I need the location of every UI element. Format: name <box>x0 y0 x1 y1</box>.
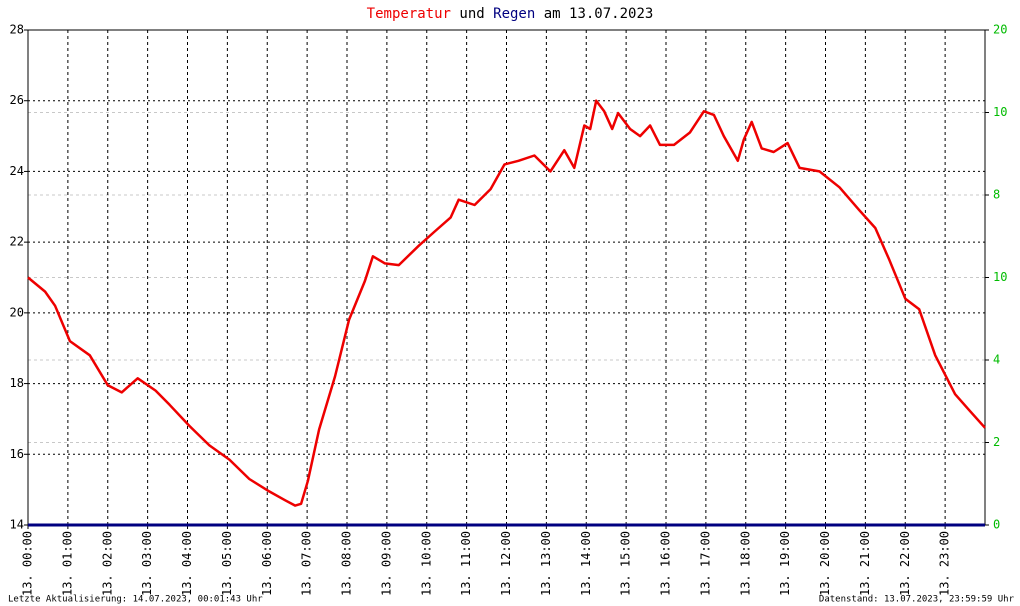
series-line <box>27 99 986 507</box>
x-tick-label: 13. 11:00 <box>459 531 473 596</box>
x-tick-label: 13. 16:00 <box>659 531 673 596</box>
y-tick-label: 14 <box>10 518 24 532</box>
y-tick-label: 22 <box>10 235 24 249</box>
y2-tick-label: 0 <box>993 518 1000 532</box>
y2-tick-label: 8 <box>993 188 1000 202</box>
x-tick-label: 13. 10:00 <box>419 531 433 596</box>
x-tick-label: 13. 21:00 <box>858 531 872 596</box>
x-tick-label: 13. 07:00 <box>300 531 314 596</box>
x-tick-label: 13. 01:00 <box>60 531 74 596</box>
x-tick-label: 13. 04:00 <box>180 531 194 596</box>
y-tick-label: 20 <box>10 305 24 319</box>
x-tick-label: 13. 03:00 <box>140 531 154 596</box>
title-part: und <box>459 6 484 22</box>
x-tick-label: 13. 18:00 <box>738 531 752 596</box>
y2-tick-label: 2 <box>993 435 1000 449</box>
y-tick-label: 16 <box>10 447 24 461</box>
y-tick-label: 18 <box>10 376 24 390</box>
x-tick-label: 13. 09:00 <box>379 531 393 596</box>
y2-tick-label: 20 <box>993 23 1007 37</box>
x-tick-label: 13. 20:00 <box>818 531 832 596</box>
x-tick-label: 13. 22:00 <box>898 531 912 596</box>
y-tick-label: 28 <box>10 23 24 37</box>
footer-left: Letzte Aktualisierung: 14.07.2023, 00:01… <box>8 595 263 605</box>
x-tick-label: 13. 14:00 <box>579 531 593 596</box>
y-tick-label: 26 <box>10 93 24 107</box>
x-tick-label: 13. 15:00 <box>619 531 633 596</box>
x-tick-label: 13. 05:00 <box>220 531 234 596</box>
title-part: Regen <box>493 6 535 22</box>
x-tick-label: 13. 08:00 <box>340 531 354 596</box>
chart-title: Temperatur und Regen am 13.07.2023 <box>367 6 654 22</box>
title-part: am 13.07.2023 <box>544 6 654 22</box>
x-tick-label: 13. 02:00 <box>100 531 114 596</box>
y-tick-label: 24 <box>10 164 24 178</box>
x-tick-label: 13. 23:00 <box>938 531 952 596</box>
x-tick-label: 13. 13:00 <box>539 531 553 596</box>
x-tick-label: 13. 19:00 <box>778 531 792 596</box>
y2-tick-label: 10 <box>993 105 1007 119</box>
x-tick-label: 13. 12:00 <box>499 531 513 596</box>
footer-right: Datenstand: 13.07.2023, 23:59:59 Uhr <box>819 595 1015 605</box>
title-part: Temperatur <box>367 6 451 22</box>
y2-tick-label: 4 <box>993 353 1000 367</box>
x-tick-label: 13. 17:00 <box>698 531 712 596</box>
x-tick-label: 13. 00:00 <box>21 531 35 596</box>
y2-tick-label: 10 <box>993 270 1007 284</box>
x-tick-label: 13. 06:00 <box>260 531 274 596</box>
